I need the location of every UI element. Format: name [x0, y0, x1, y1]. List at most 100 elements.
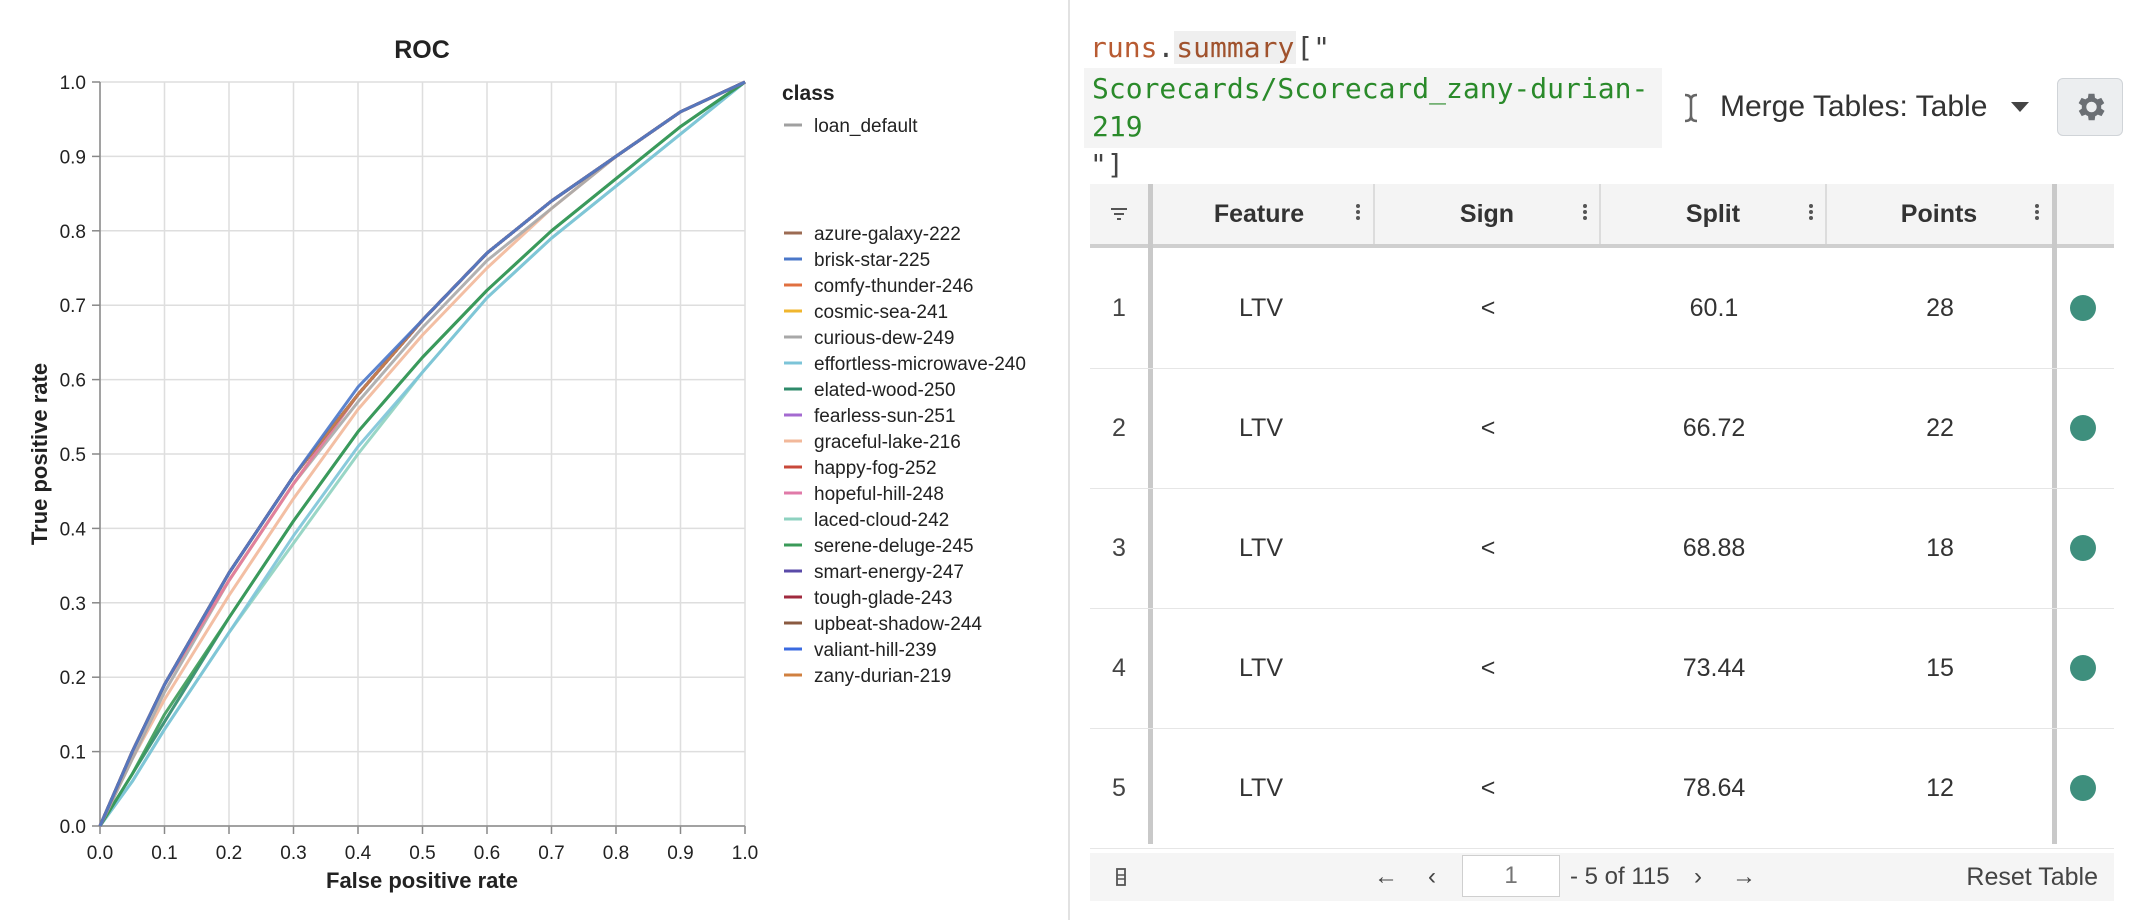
x-tick-label: 0.3 — [280, 843, 306, 864]
roc-line-effortless-microwave-240 — [98, 80, 746, 827]
prev-page-button[interactable]: ‹ — [1428, 863, 1436, 890]
filter-icon — [1111, 208, 1127, 220]
cell-points: 22 — [1926, 413, 1954, 442]
next-page-button[interactable]: › — [1694, 863, 1702, 890]
roc-line-serene-deluge-245 — [98, 80, 746, 827]
page-range-text: - 5 of 115 — [1570, 863, 1670, 890]
columns-icon — [1116, 868, 1126, 886]
row-index: 5 — [1112, 773, 1126, 802]
cell-feature: LTV — [1239, 293, 1283, 322]
y-tick-label: 0.3 — [60, 594, 86, 615]
column-toggle-button[interactable] — [1106, 853, 1136, 901]
legend-item: loan_default — [814, 116, 918, 137]
table-panel: runs.summary[" Scorecards/Scorecard_zany… — [1070, 0, 2142, 920]
text-cursor-icon — [1684, 93, 1698, 123]
cell-split: 73.44 — [1682, 653, 1746, 682]
y-tick-label: 0.2 — [60, 668, 86, 689]
roc-chart-panel: 0.0 0.1 0.2 0.3 0.4 0.5 0.6 0.7 0.8 0.9 1.0 0.0 0.1 0… — [0, 0, 1068, 920]
page-number-input[interactable] — [1462, 855, 1560, 897]
y-tick-label: 0.7 — [60, 296, 86, 317]
column-menu-icon[interactable] — [1582, 204, 1588, 224]
column-header-sign[interactable]: Sign — [1459, 199, 1515, 228]
column-menu-icon[interactable] — [1355, 204, 1361, 224]
reset-table-button[interactable]: Reset Table — [1966, 862, 2098, 891]
y-axis-label: True positive rate — [27, 363, 52, 545]
column-filter-button[interactable] — [1090, 184, 1148, 244]
cell-split: 68.88 — [1682, 533, 1746, 562]
column-menu-icon[interactable] — [1808, 204, 1814, 224]
code-close-bracket: "] — [1090, 148, 1124, 181]
x-axis-label: False positive rate — [326, 868, 518, 893]
summary-table: Feature Sign Split Points 1 LTV <60.1 28 2 LT… — [1090, 184, 2114, 849]
x-tick-label: 0.5 — [409, 843, 435, 864]
legend-item: zany-durian-219 — [814, 666, 951, 687]
roc-chart: 0.0 0.1 0.2 0.3 0.4 0.5 0.6 0.7 0.8 0.9 1.0 0.0 0.1 0… — [27, 36, 1026, 893]
code-string-line-2[interactable]: 219 — [1092, 110, 1143, 143]
cell-feature: LTV — [1239, 533, 1283, 562]
last-page-button[interactable]: → — [1732, 863, 1756, 890]
cell-split: 66.72 — [1682, 413, 1746, 442]
y-tick-label: 0.5 — [60, 445, 86, 466]
row-status-dot — [2070, 415, 2096, 441]
legend-item: graceful-lake-216 — [814, 432, 961, 453]
legend-item: upbeat-shadow-244 — [814, 614, 982, 635]
row-status-dot — [2070, 775, 2096, 801]
legend-title: class — [782, 82, 835, 105]
legend-item: laced-cloud-242 — [814, 510, 949, 531]
merge-tables-label: Merge Tables: Table — [1720, 90, 1988, 123]
row-index: 3 — [1112, 533, 1126, 562]
column-header-split[interactable]: Split — [1685, 199, 1741, 228]
column-header-points[interactable]: Points — [1900, 199, 1978, 228]
legend-item: happy-fog-252 — [814, 458, 937, 479]
legend-item: hopeful-hill-248 — [814, 484, 944, 505]
code-object: runs — [1090, 31, 1158, 64]
first-page-button[interactable]: ← — [1374, 863, 1398, 890]
panel-divider[interactable] — [1068, 0, 1070, 920]
cell-sign: < — [1480, 413, 1496, 442]
x-tick-label: 0.2 — [216, 843, 242, 864]
table-row[interactable]: 3 LTV <68.88 18 — [1090, 488, 2114, 609]
code-open-bracket: [" — [1296, 31, 1331, 64]
cell-points: 18 — [1926, 533, 1954, 562]
table-header: Feature Sign Split Points — [1090, 184, 2114, 248]
x-tick-label: 0.7 — [538, 843, 564, 864]
cell-feature: LTV — [1239, 413, 1283, 442]
column-header-feature[interactable]: Feature — [1213, 199, 1305, 228]
column-divider[interactable] — [1599, 184, 1601, 244]
code-string-line-1[interactable]: Scorecards/Scorecard_zany-durian- — [1092, 72, 1649, 105]
cell-split: 78.64 — [1682, 773, 1746, 802]
cell-points: 28 — [1926, 293, 1954, 322]
table-row[interactable]: 4 LTV <73.44 15 — [1090, 608, 2114, 729]
row-status-dot — [2070, 295, 2096, 321]
x-tick-label: 0.8 — [603, 843, 629, 864]
legend-item: smart-energy-247 — [814, 562, 964, 583]
cell-sign: < — [1480, 773, 1496, 802]
code-property: summary — [1174, 31, 1297, 64]
row-index: 1 — [1112, 293, 1126, 322]
cell-feature: LTV — [1239, 773, 1283, 802]
row-index: 2 — [1112, 413, 1126, 442]
cell-points: 15 — [1926, 653, 1954, 682]
column-divider[interactable] — [1373, 184, 1375, 244]
legend-item: effortless-microwave-240 — [814, 354, 1026, 375]
x-tick-label: 0.9 — [667, 843, 693, 864]
table-row[interactable]: 5 LTV <78.64 12 — [1090, 728, 2114, 849]
gear-icon — [2078, 93, 2105, 121]
legend-item: tough-glade-243 — [814, 588, 952, 609]
y-tick-label: 1.0 — [60, 73, 86, 94]
merge-tables-select[interactable]: Merge Tables: Table — [1720, 82, 2030, 132]
settings-button[interactable] — [2057, 78, 2123, 136]
code-string-background — [1084, 68, 1662, 148]
code-line-1[interactable]: runs.summary[" — [1090, 29, 1330, 67]
chart-title: ROC — [394, 36, 450, 64]
table-row[interactable]: 1 LTV <60.1 28 — [1090, 248, 2114, 369]
column-divider[interactable] — [1825, 184, 1827, 244]
table-row[interactable]: 2 LTV <66.72 22 — [1090, 368, 2114, 489]
x-tick-label: 1.0 — [732, 843, 758, 864]
y-tick-label: 0.1 — [60, 743, 86, 764]
legend-item: comfy-thunder-246 — [814, 276, 973, 297]
table-pagination: ← ‹ - 5 of 115 › → Reset Table — [1090, 853, 2114, 901]
legend-item: elated-wood-250 — [814, 380, 956, 401]
x-tick-label: 0.1 — [151, 843, 177, 864]
column-menu-icon[interactable] — [2034, 204, 2040, 224]
